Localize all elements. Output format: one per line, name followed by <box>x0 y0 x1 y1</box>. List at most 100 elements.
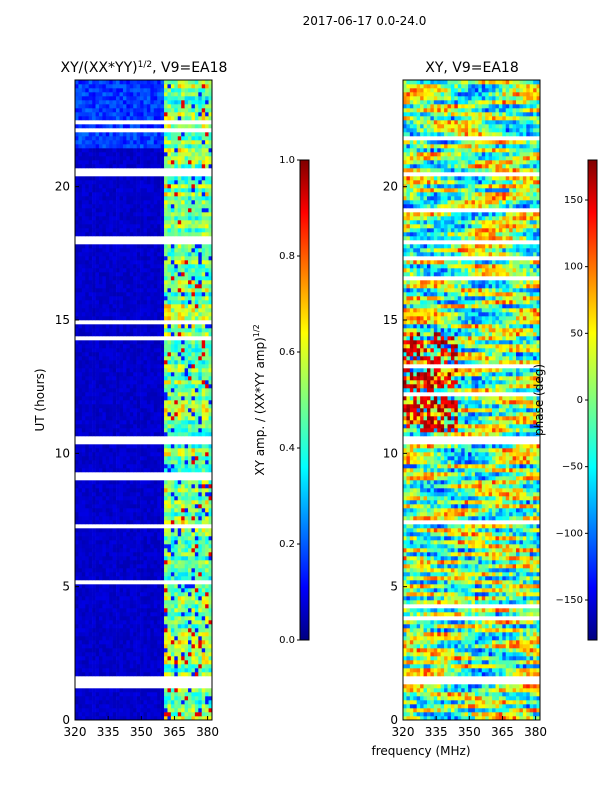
heatmap-cell <box>98 668 103 673</box>
heatmap-cell <box>98 184 103 189</box>
heatmap-cell <box>81 528 86 533</box>
heatmap-cell <box>194 692 199 697</box>
heatmap-cell <box>191 480 196 485</box>
heatmap-cell <box>102 448 107 453</box>
heatmap-cell <box>112 512 117 517</box>
heatmap-cell <box>92 404 96 409</box>
heatmap-cell <box>88 696 93 701</box>
heatmap-cell <box>205 504 209 509</box>
heatmap-cell <box>170 284 175 289</box>
heatmap-cell <box>75 536 79 541</box>
heatmap-cell <box>129 192 134 197</box>
heatmap-cell <box>208 652 213 657</box>
heatmap-cell <box>188 360 192 365</box>
heatmap-cell <box>191 508 196 513</box>
heatmap-cell <box>126 268 131 273</box>
heatmap-cell <box>194 268 199 273</box>
heatmap-cell <box>75 616 79 621</box>
heatmap-cell <box>116 664 120 669</box>
heatmap-cell <box>191 300 196 305</box>
heatmap-cell <box>88 408 93 413</box>
heatmap-cell <box>194 288 199 293</box>
heatmap-cell <box>109 616 113 621</box>
heatmap-cell <box>153 376 158 381</box>
heatmap-cell <box>75 480 79 485</box>
heatmap-cell <box>177 668 182 673</box>
heatmap-cell <box>170 216 175 221</box>
heatmap-cell <box>75 672 79 677</box>
heatmap-cell <box>98 424 103 429</box>
heatmap-cell <box>122 216 127 221</box>
heatmap-cell <box>78 200 83 205</box>
heatmap-cell <box>146 356 151 361</box>
heatmap-cell <box>129 220 134 225</box>
heatmap-cell <box>95 484 100 489</box>
heatmap-cell <box>164 508 168 513</box>
heatmap-cell <box>150 408 155 413</box>
heatmap-cell <box>105 696 110 701</box>
heatmap-cell <box>95 292 100 297</box>
heatmap-cell <box>208 632 213 637</box>
heatmap-cell <box>78 204 83 209</box>
heatmap-cell <box>105 700 110 705</box>
heatmap-cell <box>88 496 93 501</box>
heatmap-cell <box>167 332 172 337</box>
heatmap-cell <box>167 636 172 641</box>
heatmap-cell <box>198 656 203 661</box>
heatmap-cell <box>95 656 100 661</box>
heatmap-cell <box>92 552 96 557</box>
heatmap-cell <box>109 292 113 297</box>
heatmap-cell <box>85 640 89 645</box>
heatmap-cell <box>81 632 86 637</box>
heatmap-cell <box>164 344 168 349</box>
heatmap-cell <box>157 188 161 193</box>
heatmap-cell <box>188 288 192 293</box>
heatmap-cell <box>133 700 137 705</box>
heatmap-cell <box>177 308 182 313</box>
heatmap-cell <box>133 372 137 377</box>
heatmap-cell <box>92 400 96 405</box>
heatmap-cell <box>81 620 86 625</box>
heatmap-cell <box>105 304 110 309</box>
heatmap-cell <box>174 628 179 633</box>
heatmap-cell <box>85 560 89 565</box>
heatmap-cell <box>177 200 182 205</box>
heatmap-cell <box>143 660 148 665</box>
heatmap-cell <box>116 284 120 289</box>
heatmap-cell <box>167 664 172 669</box>
heatmap-cell <box>133 232 137 237</box>
heatmap-cell <box>78 468 83 473</box>
heatmap-cell <box>129 444 134 449</box>
heatmap-cell <box>85 368 89 373</box>
heatmap-cell <box>191 164 196 169</box>
heatmap-cell <box>122 196 127 201</box>
heatmap-cell <box>109 708 113 713</box>
heatmap-cell <box>122 608 127 613</box>
heatmap-cell <box>81 352 86 357</box>
heatmap-cell <box>153 704 158 709</box>
heatmap-cell <box>188 368 192 373</box>
heatmap-cell <box>109 420 113 425</box>
heatmap-cell <box>119 196 124 201</box>
heatmap-cell <box>208 596 213 601</box>
heatmap-cell <box>98 248 103 253</box>
heatmap-cell <box>150 564 155 569</box>
heatmap-cell <box>78 248 83 253</box>
heatmap-cell <box>184 280 189 285</box>
heatmap-cell <box>184 632 189 637</box>
heatmap-cell <box>92 592 96 597</box>
heatmap-cell <box>75 256 79 261</box>
heatmap-cell <box>129 544 134 549</box>
heatmap-cell <box>126 224 131 229</box>
heatmap-cell <box>133 224 137 229</box>
heatmap-cell <box>201 628 206 633</box>
heatmap-cell <box>191 180 196 185</box>
heatmap-cell <box>157 608 161 613</box>
heatmap-cell <box>112 388 117 393</box>
heatmap-cell <box>85 304 89 309</box>
heatmap-cell <box>105 688 110 693</box>
heatmap-cell <box>88 220 93 225</box>
heatmap-cell <box>157 612 161 617</box>
heatmap-cell <box>194 220 199 225</box>
heatmap-cell <box>136 608 141 613</box>
